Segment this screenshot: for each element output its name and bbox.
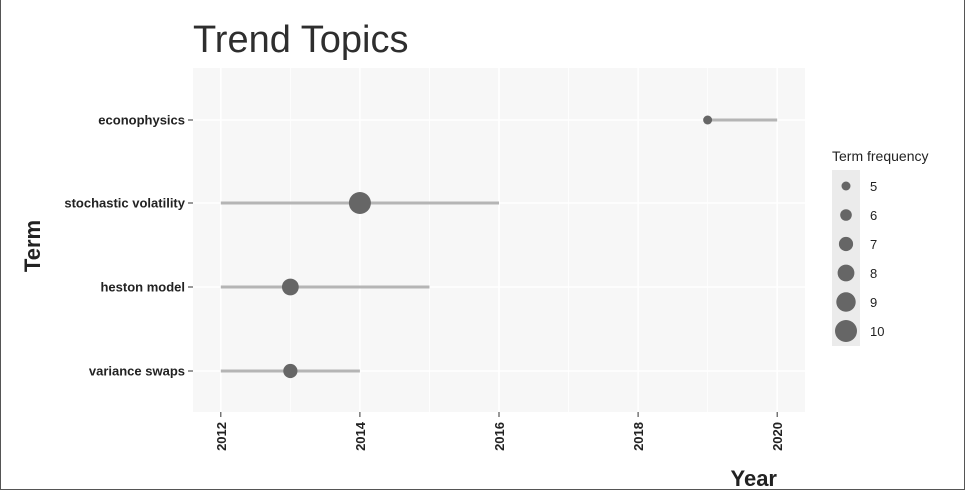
y-tick-label: heston model <box>100 280 185 295</box>
legend-key-circle <box>835 320 857 342</box>
legend-key-circle <box>836 292 856 312</box>
legend-items: 5 6 7 8 9 10 <box>835 179 884 342</box>
legend-key-circle <box>837 264 855 282</box>
legend-key-circle <box>841 181 851 191</box>
legend-label: 9 <box>870 295 877 310</box>
legend: Term frequency 5 6 7 8 9 10 <box>832 148 928 346</box>
term-frequency-point <box>348 192 371 214</box>
y-axis-ticks: econophysics stochastic volatility heston … <box>64 113 193 379</box>
x-tick-label: 2018 <box>631 422 646 451</box>
legend-title: Term frequency <box>832 148 928 164</box>
x-tick-label: 2016 <box>492 422 507 451</box>
legend-label: 5 <box>870 179 877 194</box>
x-axis-ticks: 2012 2014 2016 2018 2020 <box>214 412 785 451</box>
legend-key-circle <box>838 236 854 252</box>
x-tick-label: 2014 <box>353 421 368 451</box>
x-tick-label: 2020 <box>770 422 785 451</box>
legend-label: 10 <box>870 324 884 339</box>
term-frequency-point <box>703 115 713 125</box>
grid-lines <box>193 68 805 412</box>
x-tick-label: 2012 <box>214 422 229 451</box>
y-tick-label: variance swaps <box>89 364 185 379</box>
frequency-points <box>281 115 713 379</box>
legend-key-background <box>832 170 860 346</box>
y-tick-label: econophysics <box>98 113 185 128</box>
legend-label: 7 <box>870 237 877 252</box>
x-axis-title: Year <box>731 466 778 491</box>
term-frequency-point <box>283 363 298 379</box>
y-axis-title: Term <box>20 220 45 272</box>
term-frequency-point <box>281 278 299 296</box>
chart-title: Trend Topics <box>193 19 408 61</box>
legend-label: 6 <box>870 208 877 223</box>
legend-key-circle <box>840 209 852 221</box>
legend-label: 8 <box>870 266 877 281</box>
y-tick-label: stochastic volatility <box>64 196 185 211</box>
